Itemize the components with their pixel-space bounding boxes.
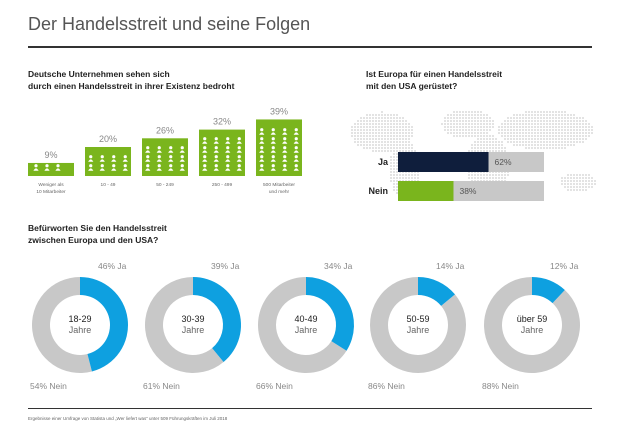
person-icon bbox=[225, 164, 231, 171]
person-icon bbox=[282, 128, 288, 135]
person-icon bbox=[99, 155, 105, 162]
person-icon bbox=[55, 164, 61, 171]
person-icon bbox=[111, 155, 117, 162]
person-icon bbox=[145, 164, 151, 171]
person-icon bbox=[122, 164, 128, 171]
person-icon bbox=[225, 137, 231, 144]
person-icon bbox=[270, 146, 276, 153]
bar-value-label: 20% bbox=[99, 134, 117, 144]
person-icon bbox=[259, 155, 265, 162]
person-icon bbox=[156, 164, 162, 171]
person-icon bbox=[236, 137, 242, 144]
person-icon bbox=[168, 164, 174, 171]
person-icon bbox=[282, 137, 288, 144]
person-icon bbox=[145, 155, 151, 162]
person-icon bbox=[44, 164, 50, 171]
person-icon bbox=[168, 155, 174, 162]
person-icon bbox=[259, 128, 265, 135]
person-icon bbox=[225, 146, 231, 153]
person-icon bbox=[259, 137, 265, 144]
person-icon bbox=[259, 164, 265, 171]
person-icon bbox=[111, 164, 117, 171]
section2-heading-line2: mit den USA gerüstet? bbox=[366, 81, 458, 91]
bar-category-label: Weniger als bbox=[38, 182, 64, 188]
bar-category-label: 50 - 249 bbox=[156, 182, 174, 188]
section3-heading-line1: Befürworten Sie den Handelsstreit bbox=[28, 223, 167, 233]
person-icon bbox=[179, 146, 185, 153]
section1-heading-line1: Deutsche Unternehmen sehen sich bbox=[28, 69, 170, 79]
bar-4 bbox=[256, 119, 302, 176]
footer-divider bbox=[28, 408, 592, 409]
person-icon bbox=[156, 146, 162, 153]
section1-heading-line2: durch einen Handelsstreit in ihrer Exist… bbox=[28, 81, 235, 91]
person-icon bbox=[259, 146, 265, 153]
bar-category-label: 500 Mitarbeiter bbox=[263, 182, 295, 188]
section2-heading: Ist Europa für einen Handelsstreit mit d… bbox=[366, 68, 502, 92]
bar-value-label: 26% bbox=[156, 125, 174, 135]
person-icon bbox=[179, 155, 185, 162]
person-icon bbox=[293, 155, 299, 162]
person-icon bbox=[236, 164, 242, 171]
section3-heading: Befürworten Sie den Handelsstreit zwisch… bbox=[28, 222, 167, 246]
person-icon bbox=[225, 155, 231, 162]
person-icon bbox=[122, 155, 128, 162]
person-icon bbox=[293, 146, 299, 153]
person-icon bbox=[202, 164, 208, 171]
person-icon bbox=[168, 146, 174, 153]
bar-category-label: 10 - 49 bbox=[101, 182, 116, 188]
person-icon bbox=[213, 137, 219, 144]
person-icon bbox=[236, 155, 242, 162]
bar-value-label: 9% bbox=[44, 150, 57, 160]
bar-category-label: 10 Mitarbeiter bbox=[36, 189, 66, 195]
bar-value-label: 39% bbox=[270, 106, 288, 116]
person-icon bbox=[236, 146, 242, 153]
section1-heading: Deutsche Unternehmen sehen sich durch ei… bbox=[28, 68, 234, 92]
person-icon bbox=[282, 146, 288, 153]
bar-0 bbox=[28, 162, 74, 176]
bar-value-label: 32% bbox=[213, 117, 231, 127]
person-icon bbox=[270, 155, 276, 162]
page-title: Der Handelsstreit und seine Folgen bbox=[28, 14, 311, 34]
title-divider bbox=[28, 46, 592, 48]
person-icon bbox=[202, 137, 208, 144]
person-icon bbox=[293, 137, 299, 144]
person-icon bbox=[213, 155, 219, 162]
source-note: Ergebnisse einer Umfrage von Statista un… bbox=[28, 416, 228, 421]
person-icon bbox=[33, 164, 39, 171]
person-icon bbox=[145, 146, 151, 153]
person-icon bbox=[293, 164, 299, 171]
person-icon bbox=[202, 155, 208, 162]
person-icon bbox=[213, 164, 219, 171]
person-icon bbox=[99, 164, 105, 171]
person-icon bbox=[156, 155, 162, 162]
person-icon bbox=[293, 128, 299, 135]
bar-3 bbox=[199, 129, 245, 176]
bar-category-label: und mehr bbox=[269, 189, 290, 195]
person-icon bbox=[213, 146, 219, 153]
person-icon bbox=[270, 128, 276, 135]
person-icon bbox=[270, 164, 276, 171]
section2-heading-line1: Ist Europa für einen Handelsstreit bbox=[366, 69, 503, 79]
person-icon bbox=[202, 146, 208, 153]
person-icon bbox=[88, 164, 94, 171]
person-icon bbox=[88, 155, 94, 162]
person-icon bbox=[179, 164, 185, 171]
section3-heading-line2: zwischen Europa und den USA? bbox=[28, 235, 159, 245]
bar-category-label: 250 - 499 bbox=[212, 182, 233, 188]
person-icon bbox=[282, 164, 288, 171]
person-icon bbox=[270, 137, 276, 144]
person-icon bbox=[282, 155, 288, 162]
